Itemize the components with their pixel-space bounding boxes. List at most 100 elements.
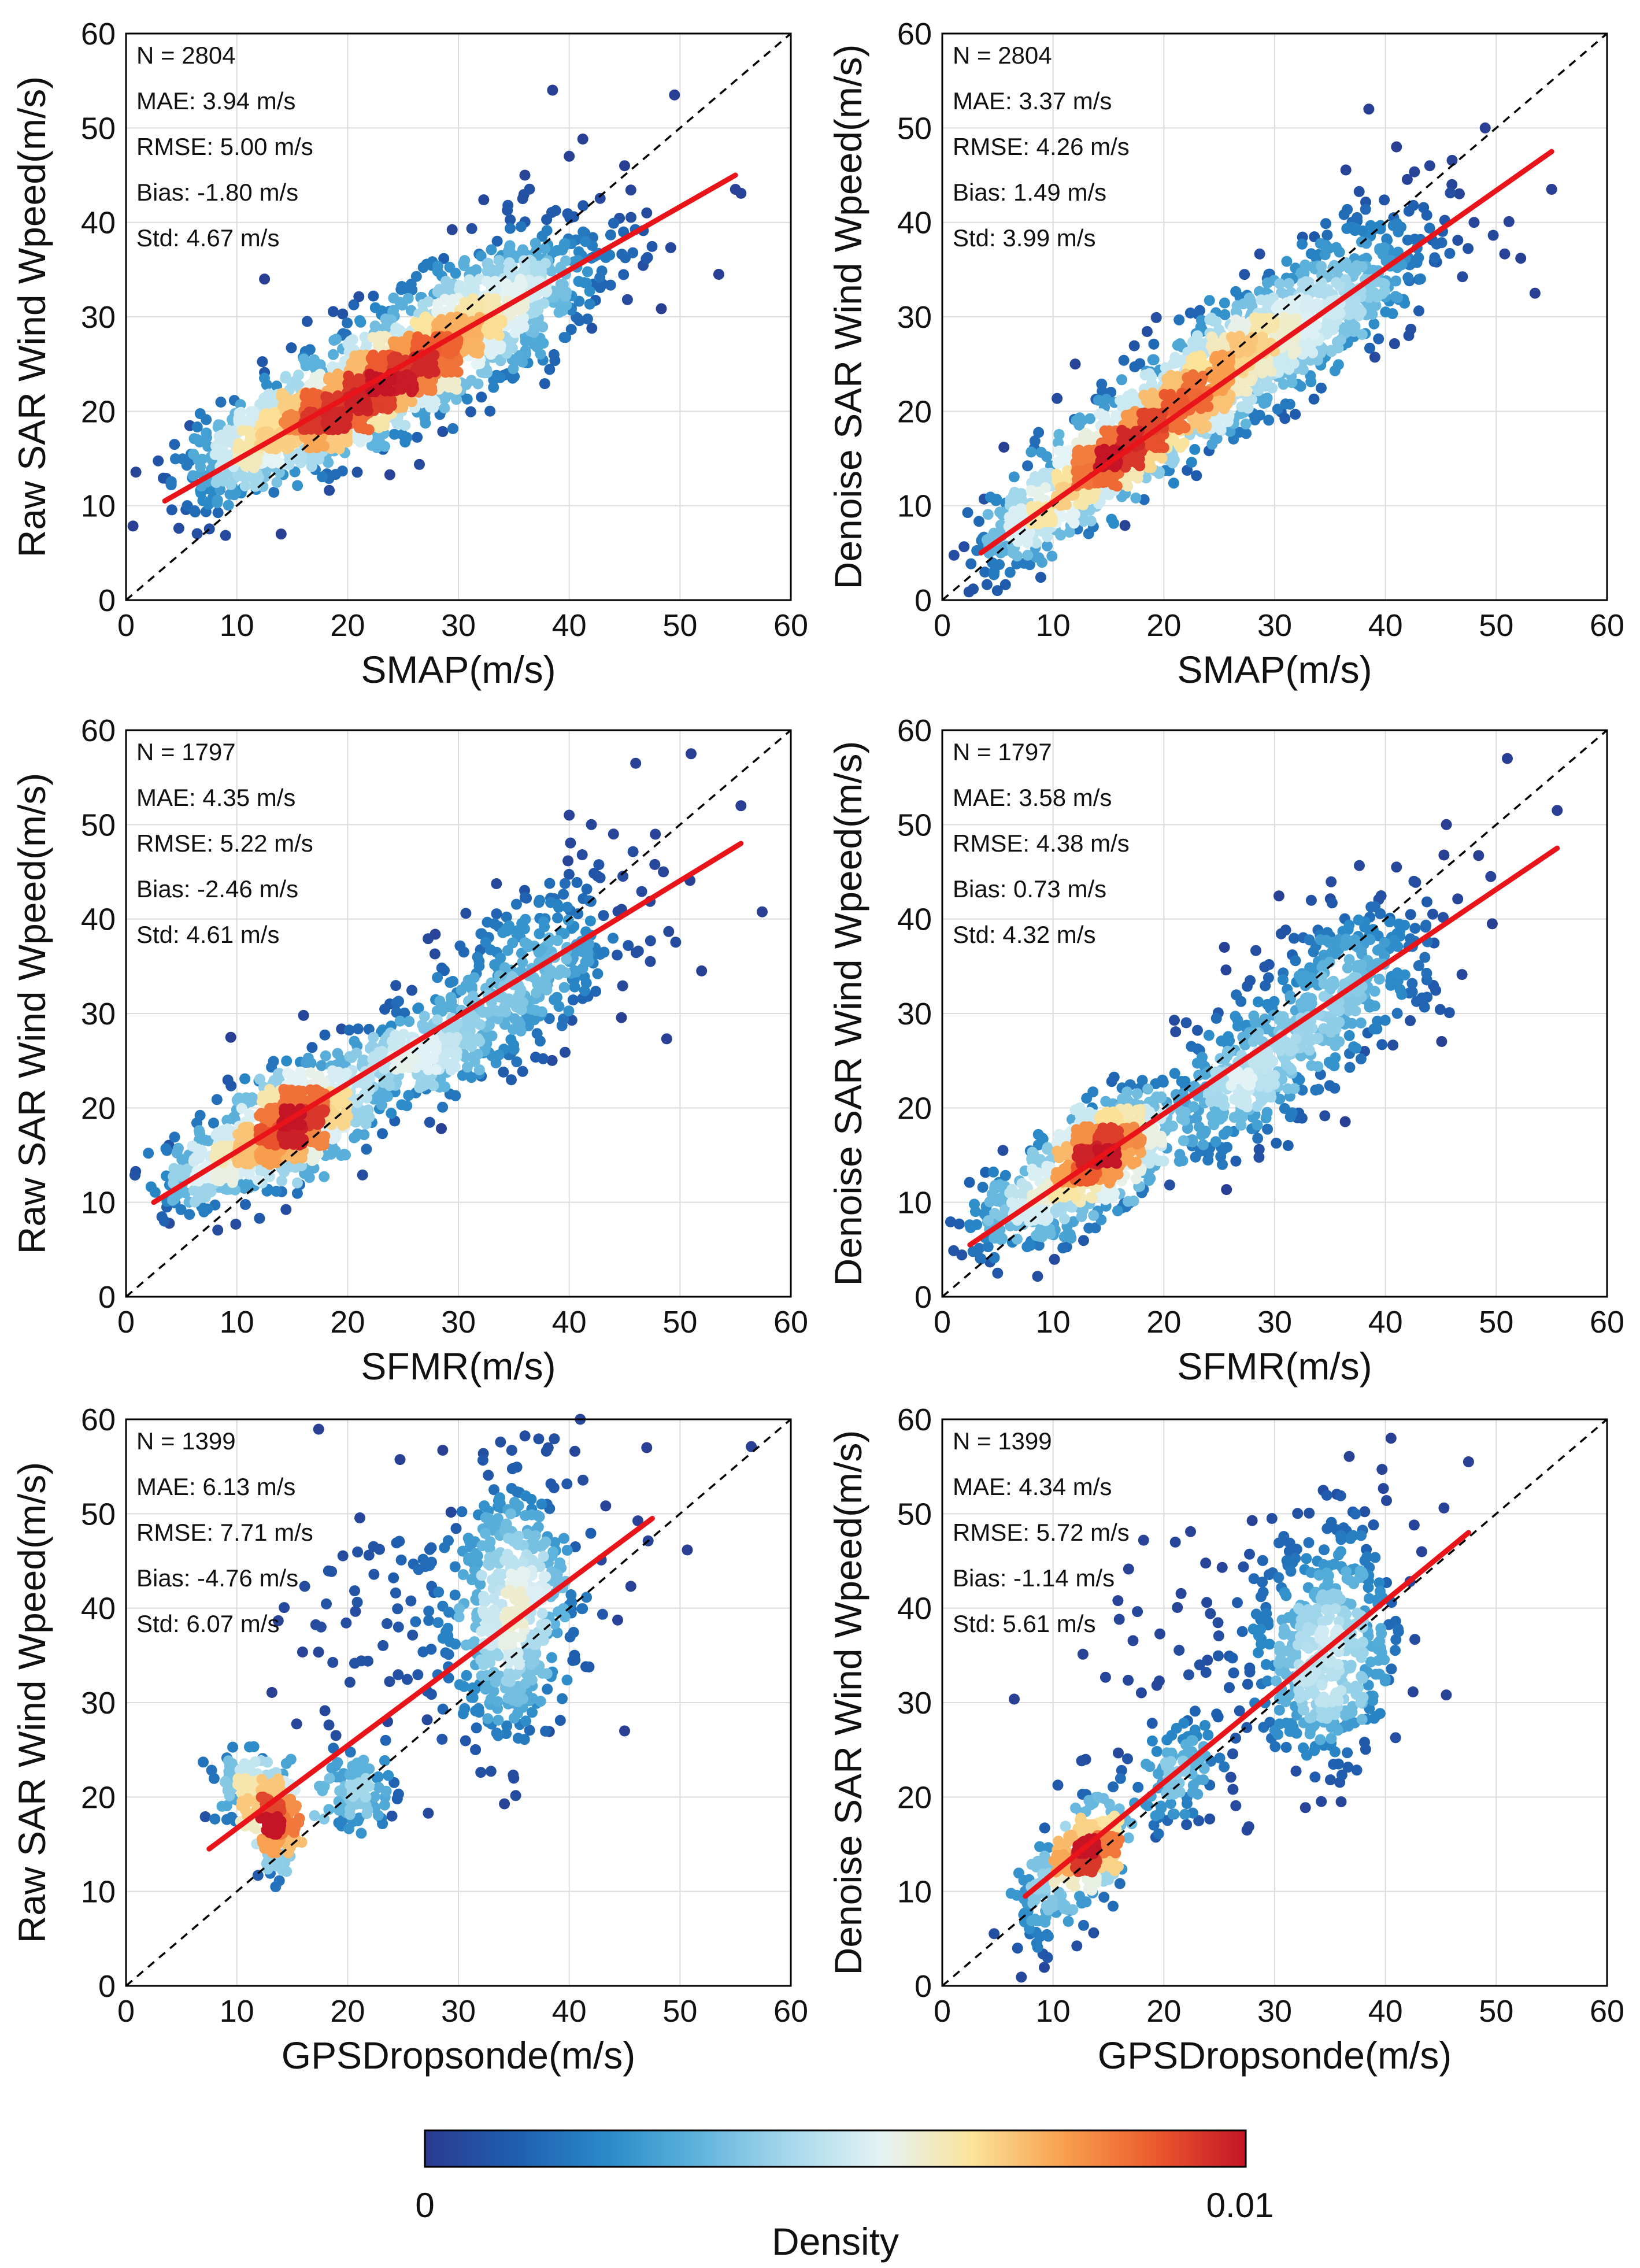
scatter-point (1013, 493, 1025, 505)
scatter-point (357, 1169, 368, 1181)
scatter-point (218, 1172, 229, 1184)
scatter-point (577, 200, 589, 212)
scatter-point (1363, 103, 1375, 115)
scatter-point (379, 331, 391, 342)
scatter-point (432, 298, 443, 310)
scatter-point (623, 940, 634, 951)
scatter-point (310, 375, 321, 387)
x-tick-label: 10 (220, 608, 254, 643)
scatter-point (1421, 209, 1432, 221)
scatter-point (478, 194, 490, 206)
scatter-point (223, 500, 234, 511)
scatter-point (1378, 278, 1389, 289)
scatter-point (341, 434, 353, 445)
scatter-point (388, 293, 399, 304)
scatter-point (1380, 306, 1391, 318)
scatter-point (143, 1148, 154, 1159)
scatter-point (423, 933, 434, 945)
scatter-point (559, 878, 571, 889)
scatter-point (545, 897, 557, 908)
scatter-point (1291, 313, 1302, 325)
scatter-point (291, 1177, 303, 1189)
scatter-point (473, 960, 485, 972)
scatter-point (280, 372, 291, 384)
scatter-point (197, 495, 209, 506)
scatter-point (464, 274, 475, 286)
scatter-point (308, 436, 320, 448)
scatter-point (300, 1057, 312, 1068)
scatter-point (1260, 313, 1272, 324)
scatter-point (551, 245, 562, 256)
scatter-point (1242, 402, 1254, 414)
scatter-point (399, 436, 411, 448)
scatter-point (247, 472, 258, 483)
scatter-point (406, 985, 417, 996)
scatter-point (1078, 499, 1089, 510)
scatter-point (1395, 221, 1406, 233)
scatter-point (236, 470, 247, 482)
scatter-point (1069, 358, 1081, 370)
scatter-point (577, 134, 588, 145)
scatter-point (1094, 445, 1106, 457)
scatter-point (565, 324, 577, 335)
scatter-point (387, 356, 399, 367)
scatter-point (313, 454, 324, 465)
scatter-point (242, 1178, 253, 1189)
scatter-point (377, 1128, 388, 1139)
scatter-point (561, 901, 573, 913)
scatter-point (447, 976, 458, 987)
scatter-point (332, 1048, 343, 1059)
scatter-point (488, 382, 499, 393)
scatter-point (605, 279, 616, 291)
scatter-point (1083, 528, 1094, 539)
scatter-point (584, 298, 595, 310)
scatter-point (436, 1123, 447, 1134)
scatter-point (557, 279, 569, 290)
scatter-point (1290, 409, 1301, 420)
y-axis-title: Denoise SAR Wind Wpeed(m/s) (827, 45, 869, 590)
scatter-point (512, 924, 524, 936)
scatter-point (508, 1024, 519, 1035)
scatter-point (220, 530, 231, 541)
scatter-point (475, 1019, 486, 1030)
scatter-point (506, 342, 518, 354)
scatter-point (1374, 245, 1386, 256)
stat-annotation: RMSE: 5.00 m/s (136, 133, 313, 160)
y-tick-label: 20 (81, 394, 116, 429)
scatter-point (1219, 309, 1231, 320)
scatter-point (491, 878, 502, 889)
scatter-point (432, 261, 443, 272)
scatter-point (1035, 572, 1046, 583)
scatter-point (208, 1118, 219, 1129)
scatter-point (184, 1209, 195, 1220)
scatter-point (632, 945, 644, 957)
scatter-point (475, 250, 487, 262)
scatter-point (1084, 413, 1096, 424)
scatter-point (1405, 323, 1417, 335)
scatter-point (314, 359, 326, 371)
scatter-point (1071, 450, 1083, 461)
stat-annotation: MAE: 3.37 m/s (953, 87, 1112, 114)
panel-denoise-smap: 0 10 20 30 40 50 600102030405060SMAP(m/s)Denoi… (827, 17, 1624, 691)
scatter-point (462, 1061, 473, 1073)
scatter-point (476, 391, 487, 403)
scatter-point (1415, 273, 1426, 284)
scatter-point (309, 1153, 320, 1165)
stat-annotation: Bias: 1.49 m/s (953, 179, 1106, 206)
scatter-point (361, 1144, 372, 1155)
scatter-point (240, 1199, 251, 1210)
scatter-point (588, 868, 600, 879)
x-tick-label: 40 (552, 608, 587, 643)
scatter-point (1444, 247, 1456, 259)
scatter-point (1429, 252, 1441, 264)
scatter-point (348, 299, 360, 310)
scatter-point (212, 1224, 224, 1236)
scatter-point (1008, 471, 1020, 483)
scatter-point (212, 497, 223, 509)
scatter-point (363, 424, 375, 435)
scatter-point (240, 460, 251, 472)
scatter-point (235, 399, 246, 410)
scatter-point (410, 271, 422, 282)
scatter-point (1168, 478, 1179, 489)
scatter-point (730, 184, 741, 195)
